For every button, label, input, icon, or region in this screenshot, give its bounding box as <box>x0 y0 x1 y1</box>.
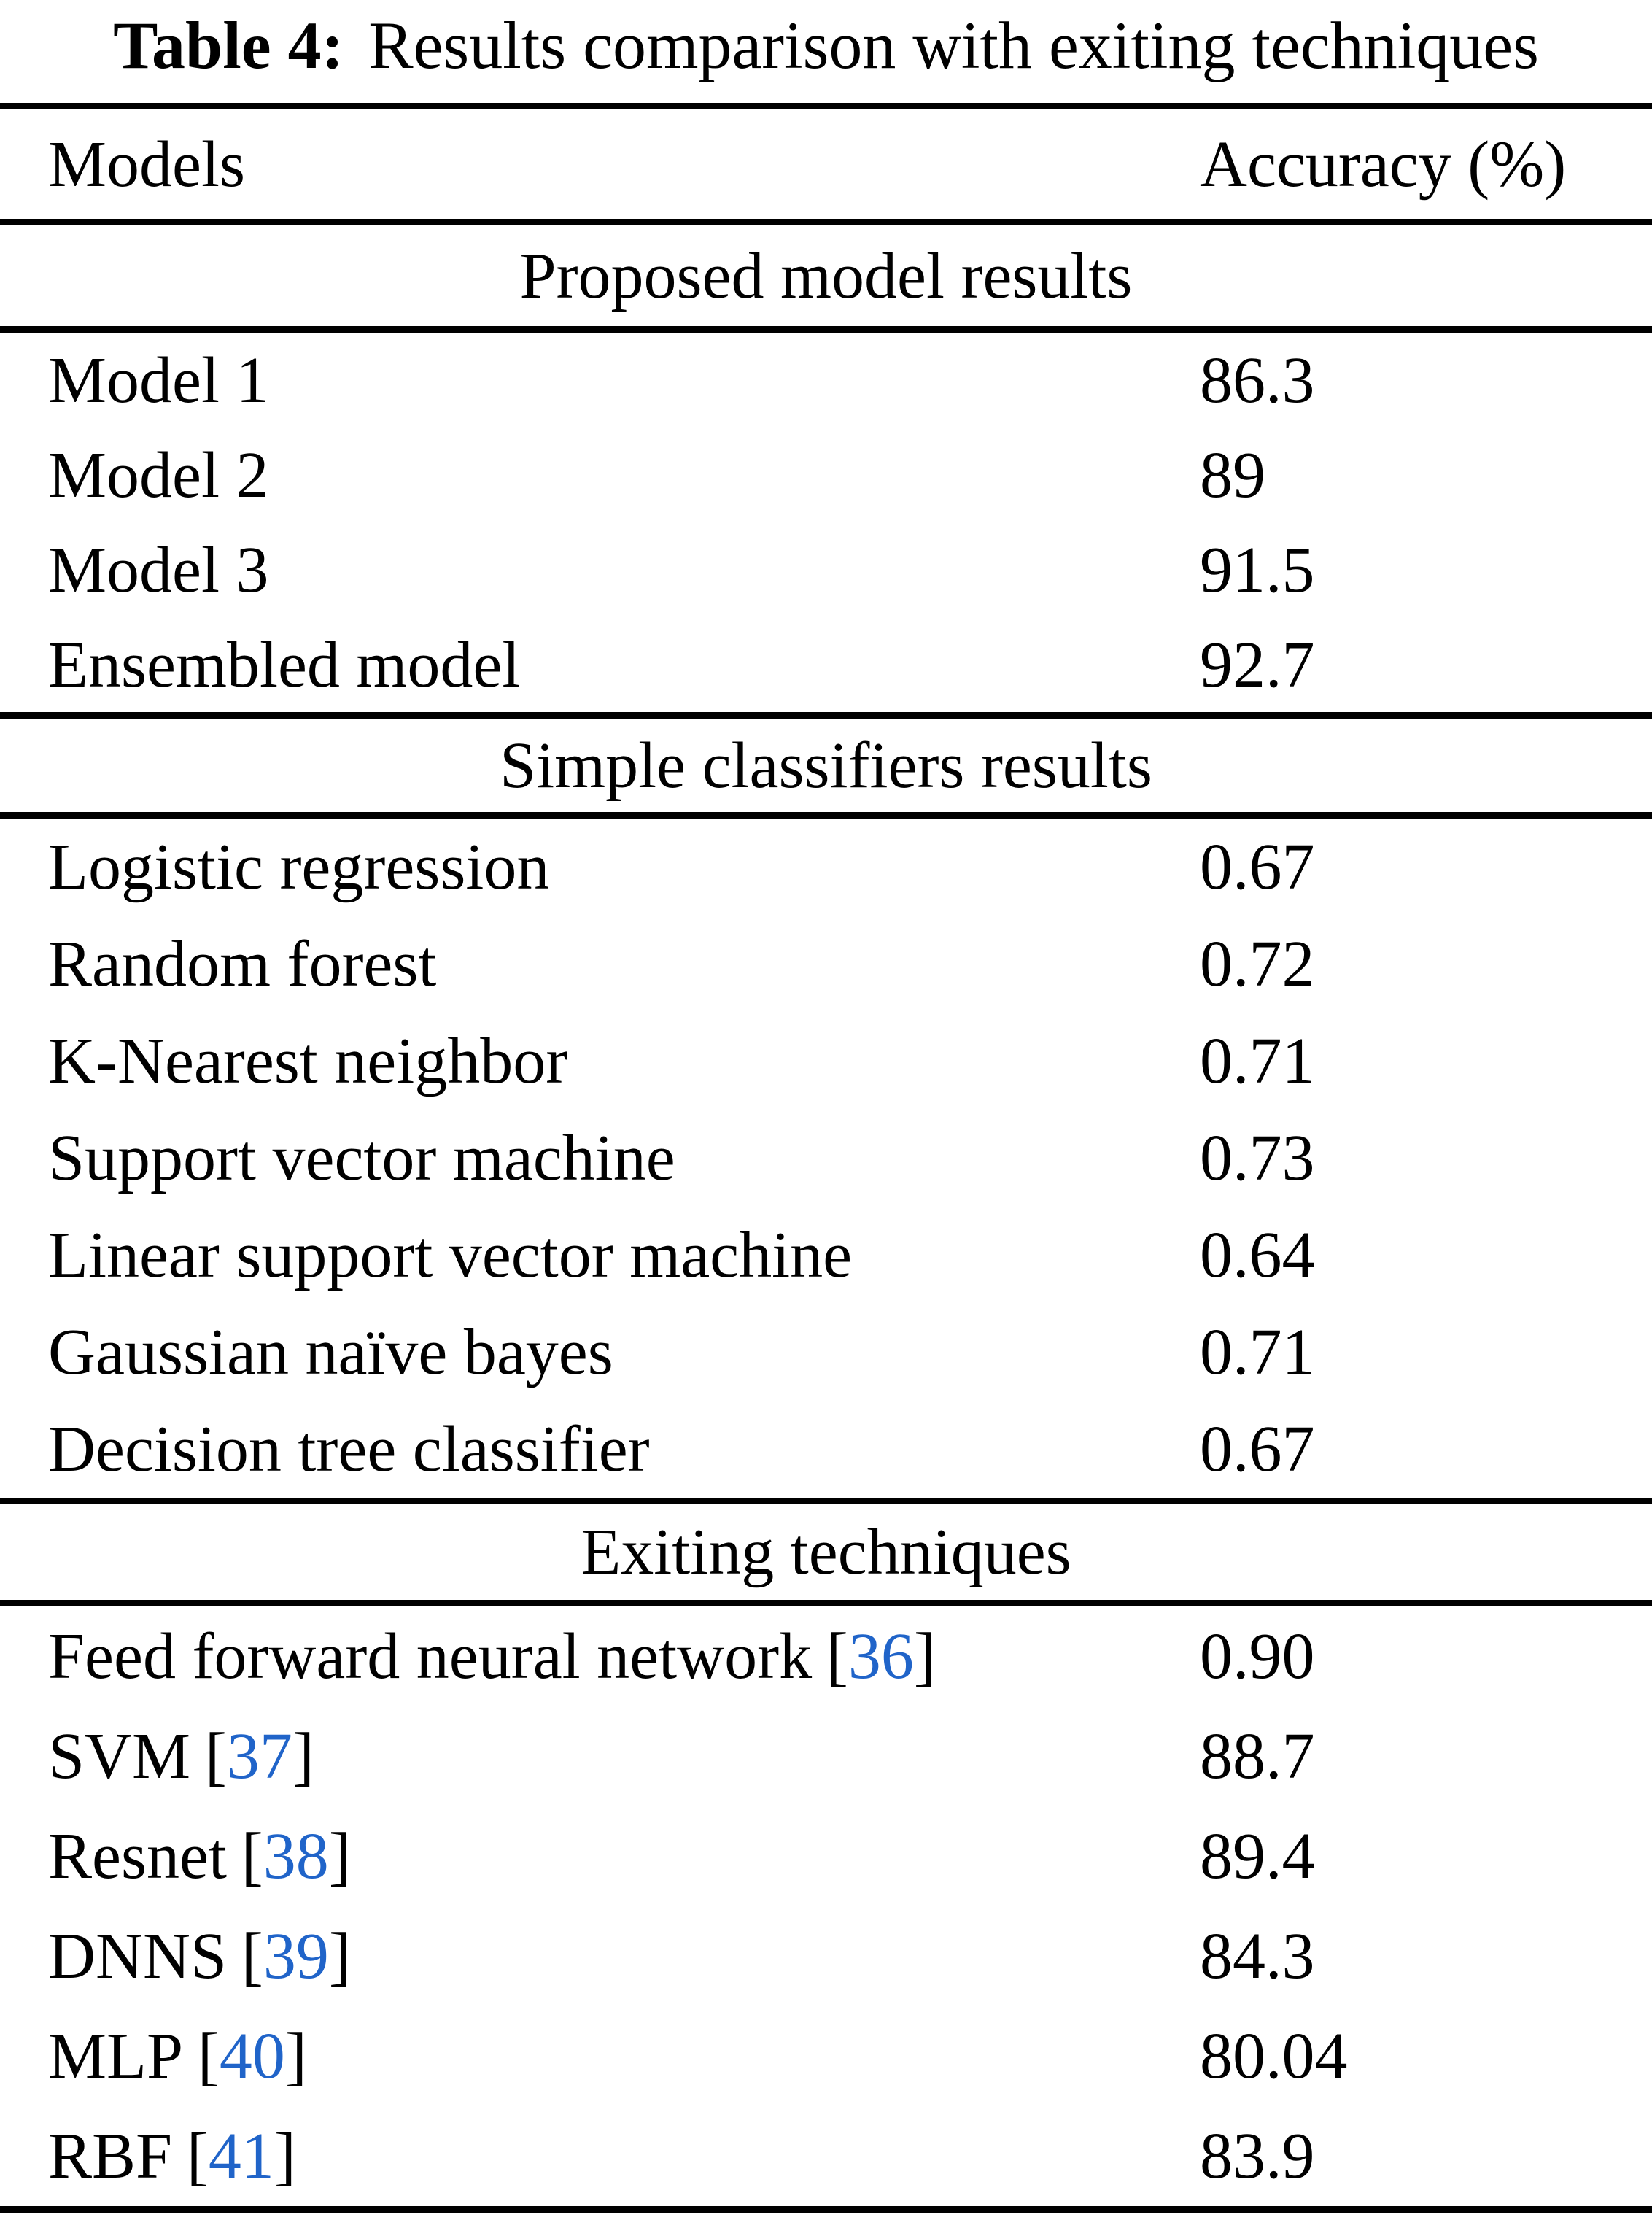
section-header-proposed-models: Proposed model results <box>0 225 1652 326</box>
model-name-cell: Support vector machine <box>48 1122 675 1194</box>
accuracy-cell: 0.67 <box>1200 1413 1315 1485</box>
model-name-cell: MLP [40] <box>0 2019 1200 2094</box>
model-name-cell: DNNS [39] <box>0 1919 1200 1994</box>
rule-below-header <box>0 219 1652 225</box>
model-name-cell: Random forest <box>48 928 437 1000</box>
model-name-cell: RBF [41] <box>0 2119 1200 2194</box>
rule-above-section-exiting <box>0 1498 1652 1504</box>
table-row: DNNS [39] 84.3 <box>0 1906 1652 2006</box>
table-row: Model 1 86.3 <box>0 333 1652 428</box>
section-title: Simple classifiers results <box>500 729 1152 802</box>
section-header-exiting-techniques: Exiting techniques <box>0 1504 1652 1600</box>
accuracy-cell: 0.72 <box>1200 928 1315 1000</box>
citation-close-bracket: ] <box>292 1720 314 1792</box>
citation-open-bracket: [ <box>826 1620 848 1693</box>
accuracy-cell: 89 <box>1200 438 1265 511</box>
table-caption: Table 4: Results comparison with exiting… <box>0 0 1652 103</box>
model-name: Resnet <box>48 1820 227 1892</box>
model-name-cell: SVM [37] <box>0 1719 1200 1794</box>
table-row: Support vector machine 0.73 <box>0 1110 1652 1207</box>
model-name: SVM <box>48 1720 191 1792</box>
citation-open-bracket: [ <box>204 1720 227 1792</box>
table-row: Feed forward neural network [36] 0.90 <box>0 1606 1652 1706</box>
accuracy-cell: 0.90 <box>1200 1620 1315 1693</box>
table-row: MLP [40] 80.04 <box>0 2006 1652 2106</box>
table-row: Model 3 91.5 <box>0 522 1652 617</box>
table-row: K-Nearest neighbor 0.71 <box>0 1013 1652 1110</box>
accuracy-cell: 0.64 <box>1200 1219 1315 1291</box>
citation-open-bracket: [ <box>186 2120 209 2192</box>
accuracy-cell: 83.9 <box>1200 2120 1315 2192</box>
model-name-cell: Model 3 <box>48 533 269 606</box>
table-row: Logistic regression 0.67 <box>0 819 1652 916</box>
rule-bottom <box>0 2206 1652 2213</box>
citation-close-bracket: ] <box>913 1620 936 1693</box>
table-row: Resnet [38] 89.4 <box>0 1806 1652 1906</box>
citation-link[interactable]: 38 <box>263 1820 329 1892</box>
model-name-cell: Linear support vector machine <box>48 1219 853 1291</box>
accuracy-cell: 0.71 <box>1200 1316 1315 1388</box>
table-row: Random forest 0.72 <box>0 916 1652 1013</box>
simple-classifiers-rows: Logistic regression 0.67 Random forest 0… <box>0 819 1652 1498</box>
model-name-cell: Decision tree classifier <box>48 1413 650 1485</box>
model-name: Feed forward neural network <box>48 1620 813 1693</box>
model-name-cell: K-Nearest neighbor <box>48 1025 568 1097</box>
citation-link[interactable]: 41 <box>208 2120 274 2192</box>
column-header-models: Models <box>48 128 245 201</box>
model-name: DNNS <box>48 1920 228 1992</box>
section-title: Exiting techniques <box>581 1516 1071 1588</box>
table-row: Decision tree classifier 0.67 <box>0 1401 1652 1498</box>
table-row: RBF [41] 83.9 <box>0 2106 1652 2206</box>
accuracy-cell: 80.04 <box>1200 2020 1348 2092</box>
column-header-accuracy: Accuracy (%) <box>1200 128 1567 201</box>
citation-link[interactable]: 40 <box>219 2020 285 2092</box>
model-name-cell: Model 2 <box>48 438 269 511</box>
accuracy-cell: 92.7 <box>1200 628 1315 701</box>
rule-below-caption <box>0 103 1652 109</box>
accuracy-cell: 88.7 <box>1200 1720 1315 1792</box>
model-name-cell: Gaussian naïve bayes <box>48 1316 613 1388</box>
proposed-models-rows: Model 1 86.3 Model 2 89 Model 3 91.5 Ens… <box>0 333 1652 712</box>
citation-link[interactable]: 37 <box>226 1720 292 1792</box>
citation-open-bracket: [ <box>241 1920 263 1992</box>
accuracy-cell: 84.3 <box>1200 1920 1315 1992</box>
model-name-cell: Feed forward neural network [36] <box>0 1619 1200 1694</box>
table-row: Ensembled model 92.7 <box>0 617 1652 712</box>
rule-below-section-simple <box>0 812 1652 819</box>
table-caption-text: Results comparison with exiting techniqu… <box>368 7 1539 82</box>
table-caption-label: Table 4: <box>113 7 344 82</box>
exiting-techniques-rows: Feed forward neural network [36] 0.90 SVM… <box>0 1606 1652 2206</box>
accuracy-cell: 89.4 <box>1200 1820 1315 1892</box>
model-name-cell: Resnet [38] <box>0 1819 1200 1894</box>
model-name-cell: Ensembled model <box>48 628 521 701</box>
model-name-cell: Logistic regression <box>48 831 550 903</box>
citation-open-bracket: [ <box>197 2020 220 2092</box>
citation-open-bracket: [ <box>241 1820 263 1892</box>
rule-below-section-exiting <box>0 1600 1652 1606</box>
accuracy-cell: 0.71 <box>1200 1025 1315 1097</box>
accuracy-cell: 86.3 <box>1200 344 1315 417</box>
rule-above-section-simple <box>0 712 1652 719</box>
citation-link[interactable]: 36 <box>848 1620 914 1693</box>
table-row: Gaussian naïve bayes 0.71 <box>0 1304 1652 1401</box>
accuracy-cell: 0.67 <box>1200 831 1315 903</box>
table-row: SVM [37] 88.7 <box>0 1706 1652 1806</box>
citation-close-bracket: ] <box>284 2020 307 2092</box>
citation-link[interactable]: 39 <box>263 1920 329 1992</box>
citation-close-bracket: ] <box>328 1820 351 1892</box>
accuracy-cell: 91.5 <box>1200 533 1315 606</box>
section-title: Proposed model results <box>519 239 1133 312</box>
table-header-row: Models Accuracy (%) <box>0 109 1652 219</box>
model-name: MLP <box>48 2020 184 2092</box>
table-row: Model 2 89 <box>0 428 1652 522</box>
model-name-cell: Model 1 <box>48 344 269 417</box>
citation-close-bracket: ] <box>328 1920 351 1992</box>
citation-close-bracket: ] <box>274 2120 296 2192</box>
table-row: Linear support vector machine 0.64 <box>0 1207 1652 1304</box>
model-name: RBF <box>48 2120 173 2192</box>
section-header-simple-classifiers: Simple classifiers results <box>0 719 1652 812</box>
rule-below-section-proposed <box>0 326 1652 333</box>
accuracy-cell: 0.73 <box>1200 1122 1315 1194</box>
